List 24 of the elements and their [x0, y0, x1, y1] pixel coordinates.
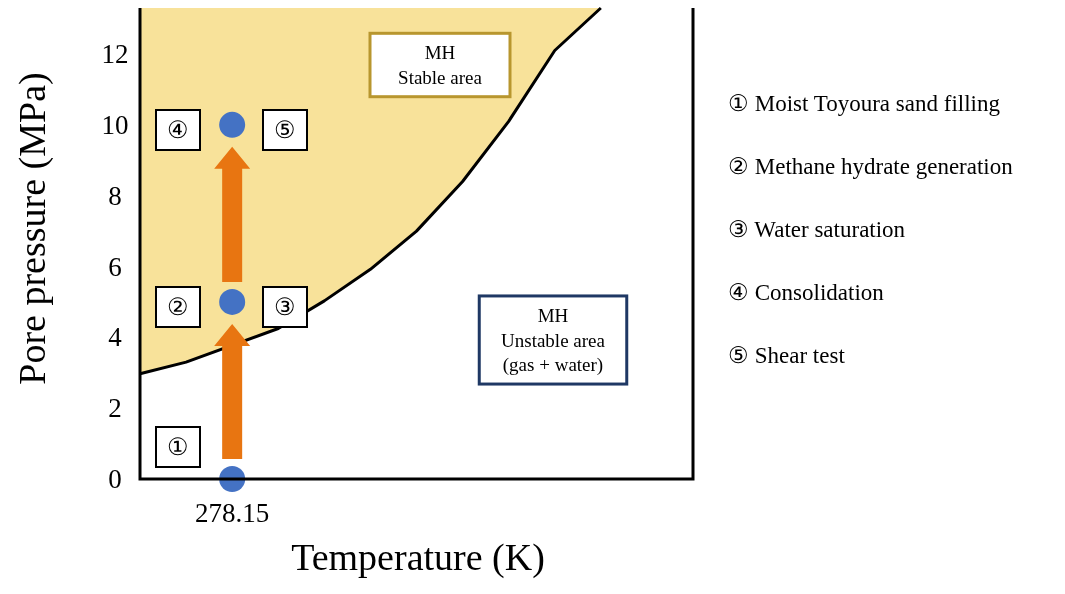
- y-tick-label: 2: [108, 393, 122, 424]
- x-tick-label: 278.15: [195, 498, 270, 528]
- text: ① Moist Toyoura sand filling: [728, 90, 1001, 116]
- annotation: MH Stable area: [398, 42, 483, 88]
- y-tick-label: 8: [108, 180, 122, 211]
- text: ⑤ Shear test: [728, 342, 846, 368]
- point: [219, 288, 246, 315]
- y-tick-label: 6: [108, 251, 122, 282]
- y-tick-label: 10: [101, 109, 129, 140]
- annotation: MH Unstable area (gas + water): [501, 304, 606, 377]
- annotation: ①: [167, 434, 189, 460]
- annotation: ③: [274, 294, 296, 320]
- y-tick-label: 4: [108, 322, 123, 353]
- text: ② Methane hydrate generation: [728, 153, 1014, 179]
- text: ④ Consolidation: [728, 279, 885, 305]
- annotation: ⑤: [274, 117, 296, 143]
- y-axis-title: Pore pressure (MPa): [11, 72, 54, 385]
- text: ③ Water saturation: [728, 216, 906, 242]
- y-tick-label: 12: [101, 39, 129, 70]
- x-axis-title: Temperature (K): [291, 536, 545, 579]
- annotation: ④: [167, 117, 189, 143]
- point: [219, 111, 246, 138]
- annotation: ②: [167, 294, 189, 320]
- y-tick-label: 0: [108, 464, 122, 494]
